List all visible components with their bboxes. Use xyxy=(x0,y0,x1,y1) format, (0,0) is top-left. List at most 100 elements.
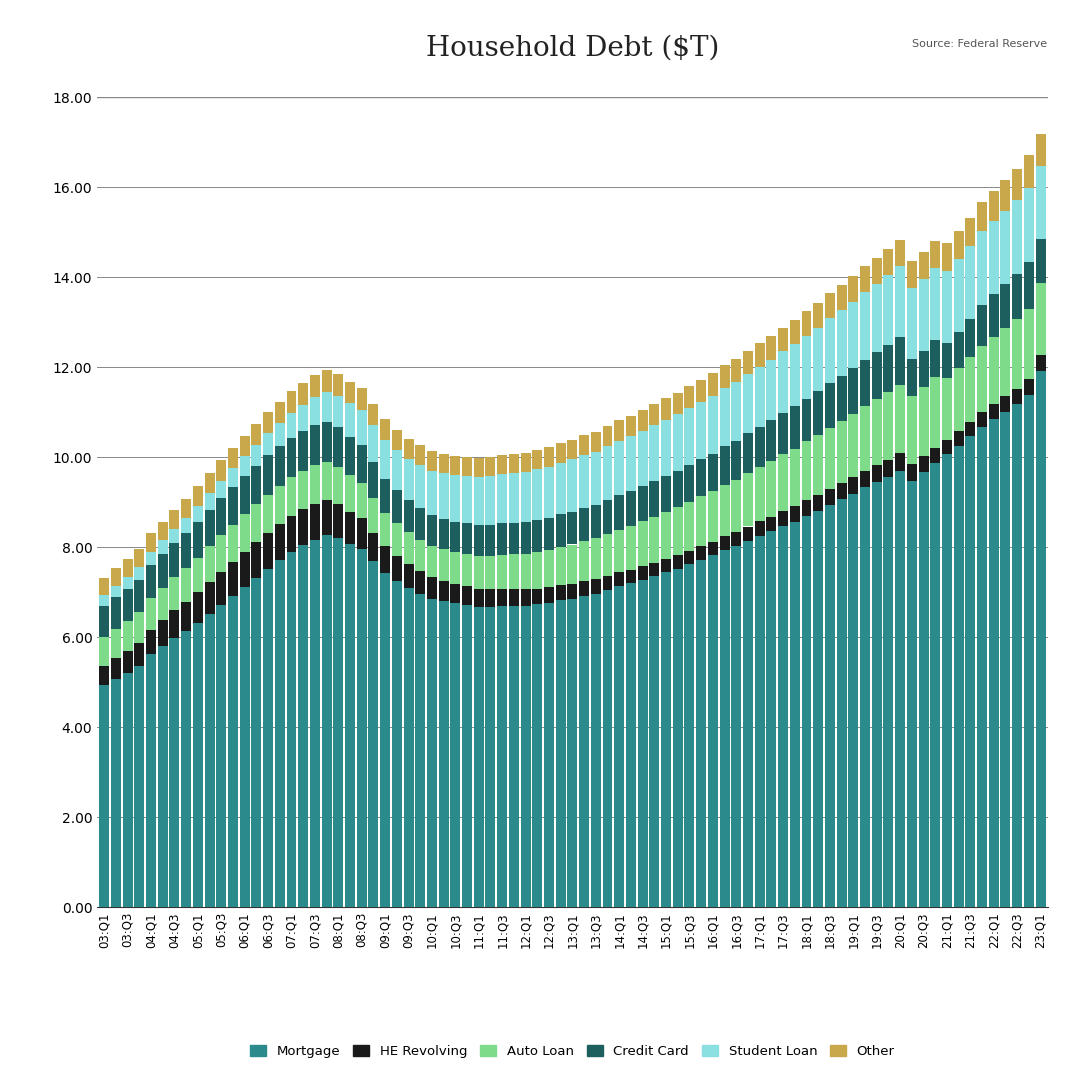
Bar xyxy=(356,518,367,549)
Bar xyxy=(170,610,179,638)
Bar xyxy=(930,268,941,340)
Bar xyxy=(591,594,600,907)
Bar xyxy=(193,557,203,592)
Bar xyxy=(556,463,566,514)
Bar xyxy=(345,475,355,512)
Bar xyxy=(883,345,893,392)
Bar xyxy=(837,421,847,483)
Bar xyxy=(334,467,343,504)
Bar xyxy=(1012,404,1022,907)
Bar xyxy=(707,395,718,454)
Bar xyxy=(462,457,472,476)
Bar xyxy=(474,477,484,525)
Bar xyxy=(848,275,859,301)
Text: Source: Federal Reserve: Source: Federal Reserve xyxy=(913,39,1048,49)
Bar xyxy=(286,437,297,477)
Bar xyxy=(673,555,683,569)
Bar xyxy=(111,658,121,678)
Bar xyxy=(567,459,578,512)
Bar xyxy=(778,455,788,511)
Bar xyxy=(544,447,554,467)
Bar xyxy=(860,360,870,406)
Bar xyxy=(322,369,332,392)
Bar xyxy=(567,583,578,598)
Bar xyxy=(216,481,226,498)
Bar xyxy=(521,590,530,606)
Bar xyxy=(649,563,659,576)
Bar xyxy=(907,359,917,395)
Bar xyxy=(204,582,215,613)
Bar xyxy=(837,285,847,310)
Bar xyxy=(848,301,859,368)
Bar xyxy=(895,267,905,337)
Bar xyxy=(146,534,156,552)
Bar xyxy=(450,583,460,604)
Bar xyxy=(193,507,203,522)
Bar xyxy=(1036,355,1045,370)
Bar xyxy=(216,571,226,605)
Bar xyxy=(380,546,390,572)
Bar xyxy=(240,476,249,514)
Bar xyxy=(942,440,951,455)
Bar xyxy=(392,524,402,556)
Bar xyxy=(685,465,694,502)
Bar xyxy=(778,413,788,455)
Bar xyxy=(591,432,600,451)
Bar xyxy=(615,420,624,441)
Bar xyxy=(966,319,975,356)
Bar xyxy=(767,516,777,531)
Bar xyxy=(450,604,460,907)
Bar xyxy=(509,523,518,554)
Bar xyxy=(274,402,285,423)
Bar xyxy=(486,476,496,525)
Bar xyxy=(954,446,963,907)
Bar xyxy=(240,456,249,476)
Bar xyxy=(719,537,729,551)
Bar xyxy=(767,420,777,461)
Bar xyxy=(252,578,261,907)
Bar xyxy=(123,578,133,589)
Bar xyxy=(989,191,999,221)
Bar xyxy=(532,552,542,589)
Bar xyxy=(977,202,987,231)
Bar xyxy=(1024,309,1034,379)
Bar xyxy=(743,351,753,374)
Bar xyxy=(380,419,390,441)
Bar xyxy=(158,620,167,646)
Bar xyxy=(685,551,694,564)
Bar xyxy=(615,586,624,907)
Bar xyxy=(661,572,671,907)
Bar xyxy=(334,428,343,467)
Bar xyxy=(111,678,121,907)
Bar xyxy=(907,395,917,464)
Bar xyxy=(825,504,835,907)
Bar xyxy=(872,258,881,284)
Bar xyxy=(673,508,683,555)
Bar xyxy=(637,431,648,486)
Bar xyxy=(123,650,133,673)
Bar xyxy=(883,275,893,345)
Bar xyxy=(977,346,987,411)
Bar xyxy=(685,564,694,907)
Bar xyxy=(134,580,145,612)
Bar xyxy=(509,554,518,589)
Bar xyxy=(158,522,167,540)
Bar xyxy=(170,510,179,529)
Bar xyxy=(1000,396,1011,411)
Bar xyxy=(731,546,741,907)
Bar xyxy=(579,508,589,541)
Bar xyxy=(380,441,390,478)
Bar xyxy=(615,572,624,586)
Bar xyxy=(1036,166,1045,239)
Bar xyxy=(767,531,777,907)
Bar xyxy=(813,511,823,907)
Bar xyxy=(322,421,332,462)
Bar xyxy=(264,433,273,456)
Bar xyxy=(707,542,718,555)
Bar xyxy=(438,580,448,602)
Bar xyxy=(111,568,121,585)
Bar xyxy=(1024,379,1034,395)
Bar xyxy=(134,567,145,580)
Bar xyxy=(462,605,472,907)
Bar xyxy=(134,549,145,567)
